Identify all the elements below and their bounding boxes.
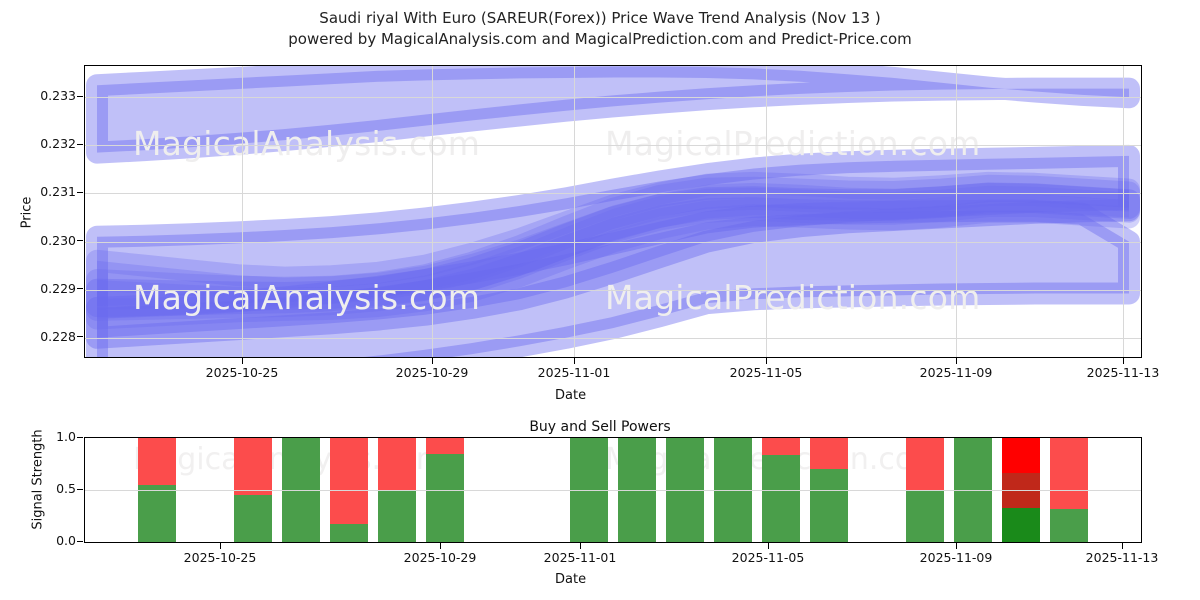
price-y-tick-label: 0.231: [16, 184, 83, 199]
signal-bar: [761, 438, 801, 542]
signal-y-tick-label: 0.0: [16, 533, 83, 548]
bar-segment-buy: [761, 454, 801, 542]
wave-band: [86, 66, 1140, 164]
bar-segment-sell: [1049, 438, 1089, 509]
title-line-2: powered by MagicalAnalysis.com and Magic…: [288, 30, 912, 48]
signal-x-tick-label: 2025-11-09: [896, 543, 1016, 565]
price-gridline-h: [85, 241, 1141, 243]
price-chart-plot-area: MagicalAnalysis.com MagicalPrediction.co…: [84, 65, 1142, 358]
signal-bar: [905, 438, 945, 542]
price-x-tick-label: 2025-10-25: [182, 358, 302, 380]
bar-segment-buy: [809, 469, 849, 542]
bar-segment-sell: [809, 438, 849, 470]
bar-segment-sell: [905, 438, 945, 490]
signal-bar: [137, 438, 177, 542]
bar-chart-title: Buy and Sell Powers: [529, 419, 671, 435]
signal-bar: [233, 438, 273, 542]
signal-bar: [329, 438, 369, 542]
price-y-tick-label: 0.233: [16, 88, 83, 103]
signal-bar: [377, 438, 417, 542]
price-x-axis-label: Date: [555, 388, 587, 403]
bar-segment-sell: [425, 438, 465, 454]
signal-y-tick-label: 1.0: [16, 429, 83, 444]
wave-band: [86, 171, 1140, 330]
price-gridline-v: [1123, 66, 1124, 357]
bar-segment-buy: [425, 453, 465, 542]
bar-segment-strong-buy: [1001, 507, 1041, 542]
price-gridline-v: [242, 66, 243, 357]
price-gridline-h: [85, 97, 1141, 99]
bar-segment-sell: [377, 438, 417, 490]
bar-segment-strong-sell: [1001, 438, 1041, 473]
price-y-tick-label: 0.230: [16, 233, 83, 248]
wave-band: [86, 182, 1140, 317]
price-gridline-v: [766, 66, 767, 357]
bar-segment-buy: [905, 490, 945, 542]
bar-segment-sell: [233, 438, 273, 496]
signal-bar: [809, 438, 849, 542]
price-gridline-h: [85, 145, 1141, 147]
title-line-1: Saudi riyal With Euro (SAREUR(Forex)) Pr…: [319, 9, 881, 27]
bar-segment-buy: [377, 490, 417, 542]
bar-segment-buy: [233, 495, 273, 542]
price-y-tick-label: 0.232: [16, 136, 83, 151]
wave-band: [86, 199, 1140, 357]
price-x-tick-label: 2025-11-13: [1063, 358, 1183, 380]
page-title: Saudi riyal With Euro (SAREUR(Forex)) Pr…: [0, 8, 1200, 50]
price-y-tick-label: 0.228: [16, 329, 83, 344]
price-y-axis-label: Price: [19, 196, 35, 229]
price-x-tick-label: 2025-11-09: [896, 358, 1016, 380]
signal-y-axis-label: Signal Strength: [30, 429, 46, 530]
bar-segment-buy: [137, 484, 177, 542]
price-wave-bands: [86, 66, 1140, 357]
price-gridline-h: [85, 337, 1141, 339]
signal-bar: [425, 438, 465, 542]
price-gridline-h: [85, 289, 1141, 291]
bar-segment-sell: [761, 438, 801, 455]
bar-segment-sell: [137, 438, 177, 485]
bar-segment-sell: [329, 438, 369, 525]
signal-x-tick-label: 2025-10-25: [160, 543, 280, 565]
signal-x-tick-label: 2025-11-13: [1062, 543, 1182, 565]
price-gridline-v: [574, 66, 575, 357]
signal-x-tick-label: 2025-10-29: [380, 543, 500, 565]
signal-bar: [1049, 438, 1089, 542]
signal-strength-plot-area: MagicalAnalysis.com MagicalPrediction.co…: [84, 437, 1142, 543]
price-gridline-h: [85, 193, 1141, 195]
signal-y-tick-label: 0.5: [16, 481, 83, 496]
wave-band: [86, 174, 1140, 321]
signal-x-tick-label: 2025-11-05: [708, 543, 828, 565]
bar-segment-buy: [1049, 508, 1089, 542]
signal-gridline-h: [85, 490, 1141, 491]
price-gridline-v: [432, 66, 433, 357]
price-y-tick-label: 0.229: [16, 281, 83, 296]
price-x-tick-label: 2025-11-05: [706, 358, 826, 380]
signal-x-tick-label: 2025-11-01: [520, 543, 640, 565]
bar-segment-buy: [329, 524, 369, 542]
signal-x-axis-label: Date: [555, 572, 587, 587]
price-x-tick-label: 2025-10-29: [372, 358, 492, 380]
wave-band: [86, 144, 1140, 349]
price-x-tick-label: 2025-11-01: [514, 358, 634, 380]
price-gridline-v: [956, 66, 957, 357]
